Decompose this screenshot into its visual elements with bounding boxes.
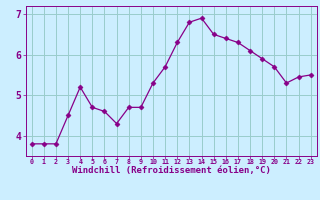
X-axis label: Windchill (Refroidissement éolien,°C): Windchill (Refroidissement éolien,°C) <box>72 166 271 175</box>
